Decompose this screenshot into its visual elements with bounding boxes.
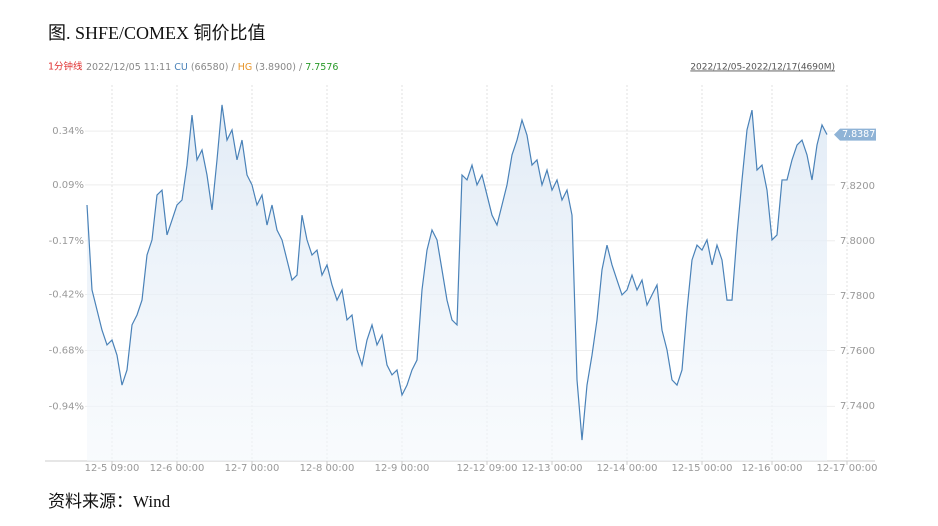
y2-tick-label: 0.34% <box>52 126 84 137</box>
last-value-tag <box>834 128 876 141</box>
info-line: 2022/12/05 11:11 CU (66580) / HG (3.8900… <box>86 62 338 73</box>
separator: / <box>299 62 303 73</box>
source: 资料来源：Wind <box>48 492 171 511</box>
x-tick-label: 12-16 00:00 <box>741 463 802 474</box>
y2-tick-label: -0.68% <box>49 345 84 356</box>
cu-name: CU <box>174 62 188 73</box>
x-tick-label: 12-8 00:00 <box>300 463 355 474</box>
y-tick-label: 7.7400 <box>840 401 875 412</box>
hg-name: HG <box>238 62 253 73</box>
y2-tick-label: -0.42% <box>49 290 84 301</box>
y2-tick-label: -0.94% <box>49 401 84 412</box>
x-tick-label: 12-7 00:00 <box>225 463 280 474</box>
x-tick-label: 12-17 00:00 <box>816 463 877 474</box>
x-tick-label: 12-15 00:00 <box>671 463 732 474</box>
x-tick-label: 12-14 00:00 <box>596 463 657 474</box>
x-tick-label: 12-13 00:00 <box>521 463 582 474</box>
range: 2022/12/05-2022/12/17(4690M) <box>690 63 835 73</box>
ratio: 7.7576 <box>305 62 338 73</box>
line <box>86 104 828 441</box>
x-tick-label: 12-12 09:00 <box>456 463 517 474</box>
last-value-label: 7.8387 <box>842 129 875 140</box>
x-tick-label: 12-5 09:00 <box>85 463 140 474</box>
hg-value: (3.8900) <box>255 62 296 73</box>
cu-value: (66580) <box>191 62 229 73</box>
y-tick-label: 7.7600 <box>840 346 875 357</box>
chart-title: 图. SHFE/COMEX 铜价比值 <box>48 23 266 43</box>
separator: / <box>231 62 235 73</box>
y-tick-label: 7.7800 <box>840 291 875 302</box>
area <box>87 104 827 461</box>
period: 1分钟线 <box>48 61 83 73</box>
y2-tick-label: -0.17% <box>49 236 84 247</box>
x-tick-label: 12-6 00:00 <box>150 463 205 474</box>
y-tick-label: 7.8000 <box>840 236 875 247</box>
y-tick-label: 7.8200 <box>840 181 875 192</box>
x-tick-label: 12-9 00:00 <box>375 463 430 474</box>
time: 2022/12/05 11:11 <box>86 62 171 73</box>
y2-tick-label: 0.09% <box>52 180 84 191</box>
